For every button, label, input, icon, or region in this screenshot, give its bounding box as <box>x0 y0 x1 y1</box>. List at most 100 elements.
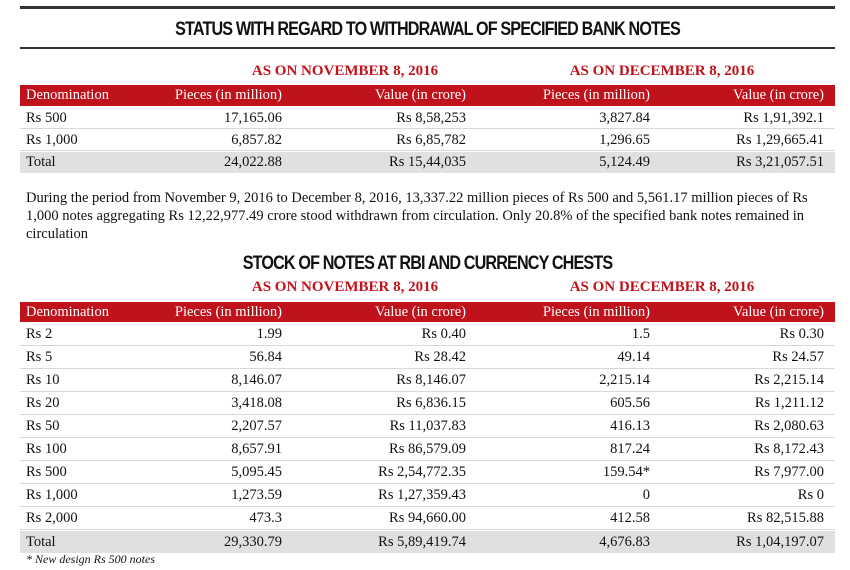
cell: Rs 2,215.14 <box>754 372 824 388</box>
cell: 8,146.07 <box>231 372 282 388</box>
paragraph: During the period from November 9, 2016 … <box>26 190 808 242</box>
cell: Rs 3,21,057.51 <box>736 154 824 170</box>
cell: Rs 8,58,253 <box>396 109 466 126</box>
cell: Rs 0.40 <box>421 326 466 342</box>
cell: 2,215.14 <box>599 372 650 388</box>
cell: Rs 24.57 <box>772 349 824 365</box>
cell: Rs 5,89,419.74 <box>378 533 466 550</box>
cell: 56.84 <box>249 349 282 365</box>
cell: 1.5 <box>631 326 650 342</box>
table-row: Rs 5 56.84 Rs 28.42 49.14 Rs 24.57 <box>20 347 835 369</box>
cell: Rs 1,27,359.43 <box>378 487 466 503</box>
rule <box>20 6 835 9</box>
cell: Rs 50 <box>26 418 60 434</box>
table-row: Rs 500 5,095.45 Rs 2,54,772.35 159.54* Rs 7,… <box>20 462 835 484</box>
period-header: AS ON NOVEMBER 8, 2016 <box>251 279 439 295</box>
table-row: Rs 500 17,165.06 Rs 8,58,253 3,827.84 Rs 1,9… <box>20 108 835 129</box>
cell: Rs 0 <box>797 487 824 503</box>
title: STOCK OF NOTES AT RBI AND CURRENCY CHEST… <box>242 253 613 274</box>
cell: Rs 100 <box>26 441 67 457</box>
cell: Rs 5 <box>26 349 53 365</box>
cell: Rs 6,85,782 <box>396 131 466 148</box>
column-header: Pieces (in million) <box>174 87 282 103</box>
cell: Rs 500 <box>26 464 67 480</box>
table-row: Rs 2,000 473.3 Rs 94,660.00 412.58 Rs 82,515… <box>20 508 835 530</box>
cell: Rs 7,977.00 <box>754 464 824 480</box>
table-row: Rs 1,000 1,273.59 Rs 1,27,359.43 0 Rs 0 <box>20 485 835 507</box>
cell: Rs 6,836.15 <box>396 395 466 411</box>
cell: Rs 8,172.43 <box>754 441 824 457</box>
column-header: Pieces (in million) <box>542 87 650 103</box>
cell: 412.58 <box>610 510 650 526</box>
cell: Rs 0.30 <box>779 326 824 342</box>
cell: 24,022.88 <box>224 154 282 170</box>
total-row: Total 24,022.88 Rs 15,44,035 5,124.49 Rs 3,2… <box>20 152 835 173</box>
cell: 605.56 <box>610 395 650 411</box>
column-header: Value (in crore) <box>375 303 466 320</box>
cell: Rs 10 <box>26 372 60 388</box>
cell: 1,273.59 <box>231 487 282 503</box>
cell: 29,330.79 <box>224 533 282 550</box>
cell: 473.3 <box>249 510 282 526</box>
cell: 17,165.06 <box>224 109 282 126</box>
cell: Rs 20 <box>26 395 60 411</box>
table-row: Rs 1,000 6,857.82 Rs 6,85,782 1,296.65 Rs 1,… <box>20 130 835 151</box>
cell: Total <box>26 533 56 550</box>
period-header: AS ON DECEMBER 8, 2016 <box>569 63 755 79</box>
cell: Rs 1,04,197.07 <box>736 533 824 550</box>
cell: Rs 82,515.88 <box>747 510 824 526</box>
cell: 5,095.45 <box>231 464 282 480</box>
table-row: Rs 100 8,657.91 Rs 86,579.09 817.24 Rs 8,172… <box>20 439 835 461</box>
period-header: AS ON NOVEMBER 8, 2016 <box>251 63 439 79</box>
column-header: Denomination <box>26 303 109 320</box>
cell: Rs 1,000 <box>26 487 78 503</box>
column-header: Denomination <box>26 87 109 103</box>
footnote: * New design Rs 500 notes <box>26 552 155 566</box>
cell: 8,657.91 <box>231 441 282 457</box>
table-row: Rs 10 8,146.07 Rs 8,146.07 2,215.14 Rs 2,215… <box>20 370 835 392</box>
table-row: Rs 2 1.99 Rs 0.40 1.5 Rs 0.30 <box>20 324 835 346</box>
cell: 0 <box>642 487 650 503</box>
cell: 159.54* <box>602 464 650 480</box>
cell: Rs 11,037.83 <box>389 418 466 434</box>
cell: 4,676.83 <box>599 533 650 550</box>
cell: Rs 2,54,772.35 <box>378 464 466 480</box>
header-row: Denomination Pieces (in million) Value (in… <box>20 85 835 106</box>
table-row: Rs 20 3,418.08 Rs 6,836.15 605.56 Rs 1,211.1… <box>20 393 835 415</box>
cell: 3,827.84 <box>599 109 650 126</box>
title: STATUS WITH REGARD TO WITHDRAWAL OF SPEC… <box>175 19 681 40</box>
cell: 6,857.82 <box>231 131 282 148</box>
cell: Rs 1,211.12 <box>754 395 824 411</box>
cell: 49.14 <box>617 349 650 365</box>
cell: Rs 2,080.63 <box>754 418 824 434</box>
cell: 416.13 <box>610 418 650 434</box>
cell: Rs 86,579.09 <box>389 441 466 457</box>
cell: Rs 500 <box>26 109 67 126</box>
total-row: Total 29,330.79 Rs 5,89,419.74 4,676.83 Rs 1… <box>20 531 835 553</box>
cell: 3,418.08 <box>231 395 282 411</box>
cell: 817.24 <box>610 441 650 457</box>
header-row: Denomination Pieces (in million) Value (in… <box>20 302 835 322</box>
cell: Rs 2,000 <box>26 510 78 526</box>
column-header: Value (in crore) <box>733 303 824 320</box>
cell: Rs 1,000 <box>26 131 78 148</box>
column-header: Value (in crore) <box>733 87 824 103</box>
cell: Rs 94,660.00 <box>389 510 466 526</box>
cell: Rs 8,146.07 <box>396 372 466 388</box>
cell: Rs 2 <box>26 326 53 342</box>
column-header: Value (in crore) <box>375 87 466 103</box>
period-header: AS ON DECEMBER 8, 2016 <box>569 279 755 295</box>
cell: Rs 1,91,392.1 <box>743 109 824 126</box>
cell: 2,207.57 <box>231 418 282 434</box>
cell: Total <box>26 154 56 170</box>
cell: Rs 15,44,035 <box>389 154 466 170</box>
column-header: Pieces (in million) <box>174 303 282 320</box>
cell: Rs 28.42 <box>414 349 466 365</box>
cell: Rs 1,29,665.41 <box>736 131 824 148</box>
column-header: Pieces (in million) <box>542 303 650 320</box>
cell: 1.99 <box>256 326 282 342</box>
cell: 5,124.49 <box>599 154 650 170</box>
table-row: Rs 50 2,207.57 Rs 11,037.83 416.13 Rs 2,080.… <box>20 416 835 438</box>
cell: 1,296.65 <box>599 131 650 148</box>
